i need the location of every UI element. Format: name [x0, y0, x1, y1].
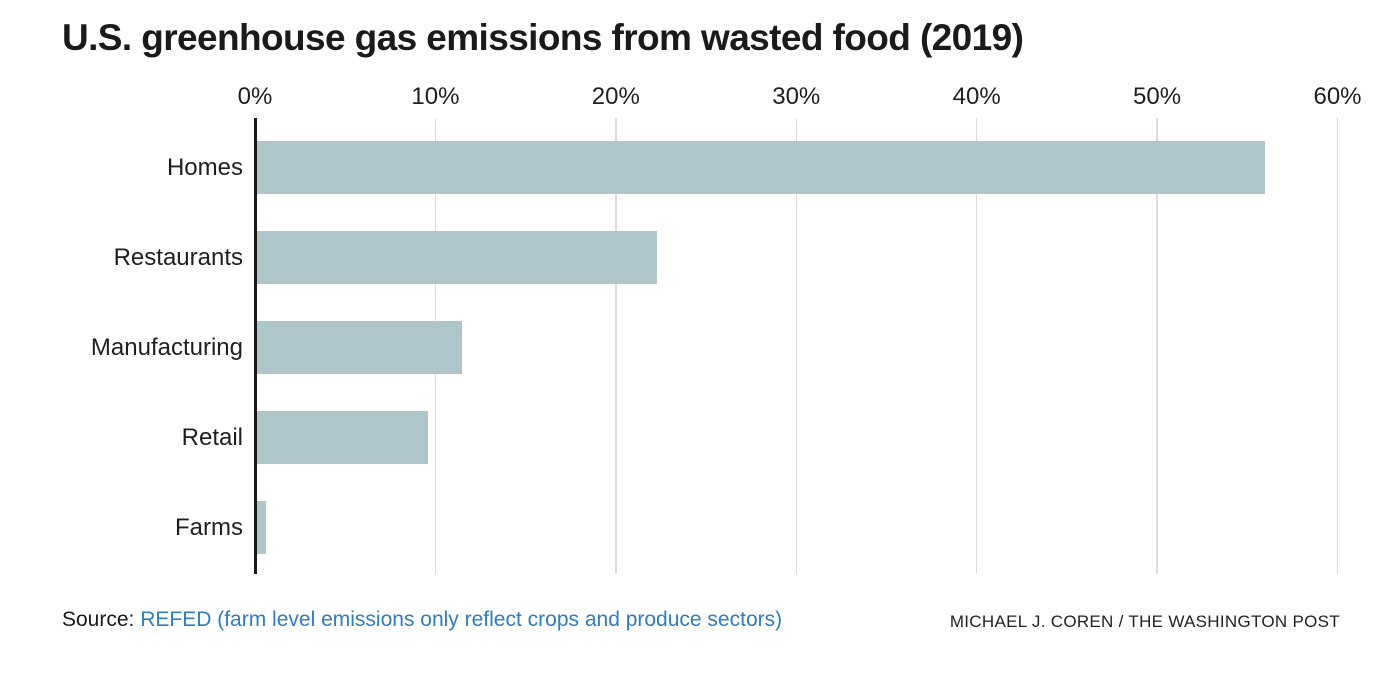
x-axis-tick-label: 30%	[772, 83, 821, 110]
x-axis-tick-label: 0%	[237, 83, 273, 110]
bar-homes	[255, 141, 1266, 194]
source-prefix-label: Source:	[62, 608, 135, 631]
category-label-restaurants: Restaurants	[113, 243, 243, 271]
x-axis-tick-label: 40%	[952, 83, 1001, 110]
bar-farms	[255, 501, 266, 554]
bar-retail	[255, 411, 429, 464]
byline-credit: MICHAEL J. COREN / THE WASHINGTON POST	[949, 612, 1340, 631]
gridline	[1336, 118, 1339, 574]
category-label-retail: Retail	[181, 423, 243, 451]
gridline	[1156, 118, 1158, 574]
source-line: Source: REFED (farm level emissions only…	[62, 608, 782, 632]
gridline	[795, 118, 797, 574]
x-axis-tick-label: 50%	[1133, 83, 1182, 110]
gridline	[975, 118, 978, 574]
x-axis-tick-label: 10%	[411, 83, 460, 110]
source-link[interactable]: REFED (farm level emissions only reflect…	[140, 608, 783, 631]
bar-restaurants	[255, 231, 658, 284]
gridline	[615, 118, 617, 574]
chart-title: U.S. greenhouse gas emissions from waste…	[62, 17, 1024, 58]
x-axis-tick-label: 60%	[1313, 83, 1362, 110]
category-label-farms: Farms	[175, 513, 243, 541]
category-label-manufacturing: Manufacturing	[90, 333, 243, 361]
x-axis-tick-label: 20%	[591, 83, 640, 110]
bar-manufacturing	[255, 321, 463, 374]
category-label-homes: Homes	[166, 153, 243, 181]
y-axis-line	[254, 118, 257, 574]
